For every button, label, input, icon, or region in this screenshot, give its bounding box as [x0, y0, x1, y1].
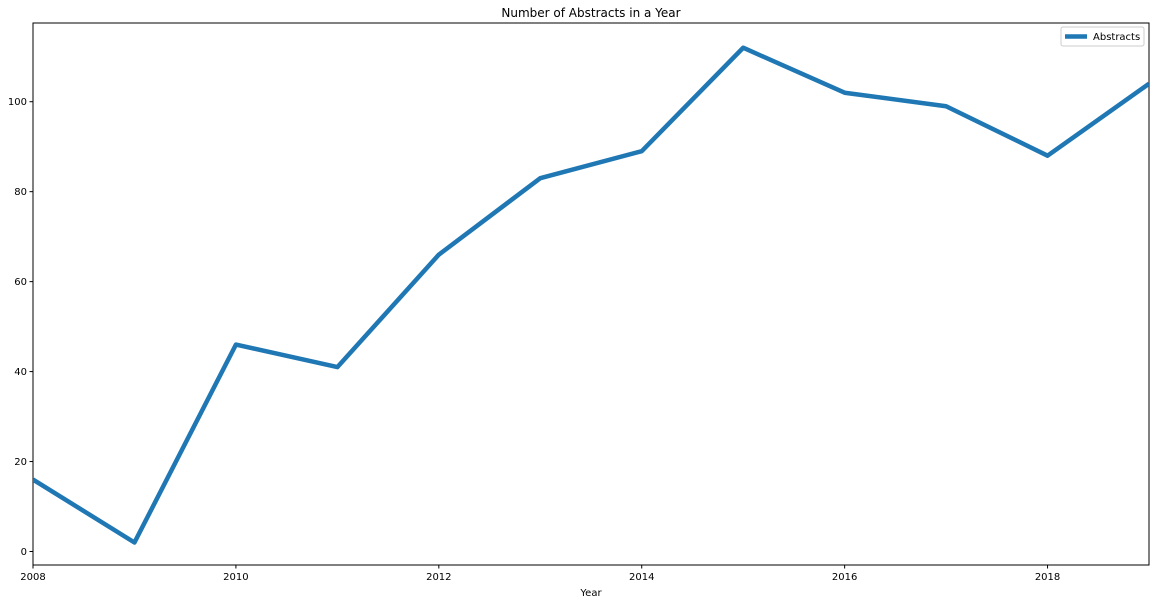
x-tick-label: 2018 [1035, 572, 1060, 583]
x-tick-label: 2012 [426, 572, 451, 583]
series-layer [33, 45, 1149, 545]
x-axis-title: Year [579, 588, 602, 599]
x-tick-label: 2010 [223, 572, 248, 583]
legend: Abstracts [1060, 26, 1145, 47]
y-tick-label: 40 [14, 367, 27, 378]
y-tick-label: 60 [14, 277, 27, 288]
legend-label-abstracts: Abstracts [1093, 32, 1140, 43]
chart-title: Number of Abstracts in a Year [501, 6, 680, 20]
legend-box [1060, 26, 1145, 47]
x-tick-label: 2008 [20, 572, 45, 583]
y-tick-label: 80 [14, 187, 27, 198]
x-tick-label: 2016 [832, 572, 857, 583]
y-axis: 0 20 40 60 80 100 [8, 97, 33, 558]
y-tick-label: 100 [8, 97, 27, 108]
x-axis: 2008 2010 2012 2014 2016 2018 [20, 565, 1060, 583]
series-line-abstracts [33, 45, 1149, 545]
plot-area-frame [32, 22, 1150, 566]
x-tick-label: 2014 [629, 572, 654, 583]
y-tick-label: 0 [21, 547, 27, 558]
y-tick-label: 20 [14, 457, 27, 468]
